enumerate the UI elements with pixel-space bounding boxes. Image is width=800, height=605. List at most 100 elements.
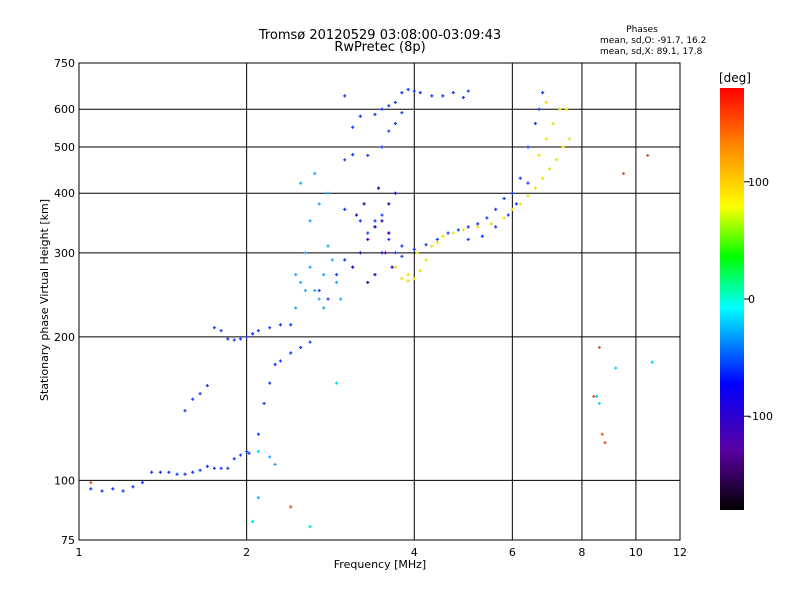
x-tick-labels: 1 2 4 6 8 10 12	[76, 546, 688, 559]
y-tick-label: 750	[54, 57, 75, 70]
data-point	[322, 306, 326, 310]
data-point	[544, 100, 548, 105]
data-point	[533, 186, 538, 190]
data-point	[167, 470, 171, 474]
data-point	[358, 251, 362, 255]
data-point	[603, 441, 607, 445]
data-point	[238, 453, 243, 457]
data-point	[597, 401, 602, 406]
data-point	[343, 158, 347, 162]
data-point	[594, 394, 599, 399]
data-point	[430, 94, 434, 98]
data-point	[273, 362, 277, 367]
data-point	[451, 91, 455, 95]
data-point	[406, 273, 410, 277]
data-point	[435, 237, 439, 242]
data-point	[567, 137, 572, 141]
data-point	[326, 191, 330, 195]
data-point	[373, 273, 377, 277]
data-point	[400, 244, 404, 248]
data-point	[541, 91, 545, 95]
data-point	[510, 191, 514, 195]
data-point	[247, 451, 251, 455]
data-point	[393, 265, 398, 269]
data-point	[494, 207, 498, 211]
data-point	[418, 91, 422, 95]
data-point	[89, 487, 93, 491]
data-point	[502, 216, 506, 220]
data-point	[334, 381, 339, 385]
data-point	[558, 107, 562, 111]
data-point	[339, 297, 343, 301]
data-point	[424, 243, 428, 247]
data-point	[526, 181, 530, 185]
data-point	[366, 153, 370, 158]
data-point	[390, 265, 394, 269]
x-tick-label: 8	[578, 546, 585, 559]
data-point	[205, 384, 209, 388]
data-point	[380, 219, 384, 223]
data-point	[289, 505, 293, 509]
x-tick-label: 4	[411, 546, 418, 559]
data-point	[268, 381, 272, 385]
data-point	[183, 472, 187, 476]
data-point	[430, 244, 434, 248]
data-point	[393, 191, 398, 195]
data-point	[476, 225, 480, 229]
y-tick-label: 500	[54, 141, 75, 154]
phases-mean-x: mean, sd,X: 89.1, 17.8	[600, 47, 703, 57]
data-point	[614, 366, 618, 370]
data-point	[554, 158, 559, 162]
x-tick-label: 1	[76, 546, 83, 559]
data-point	[212, 466, 216, 470]
data-point	[313, 288, 317, 293]
data-point	[489, 222, 493, 226]
data-point	[466, 237, 470, 242]
data-point	[278, 323, 283, 327]
data-point	[366, 237, 370, 242]
data-point	[561, 145, 565, 149]
x-tick-label: 10	[629, 546, 643, 559]
data-point	[299, 181, 303, 185]
data-point	[330, 258, 334, 262]
data-point	[308, 525, 312, 529]
data-point	[343, 207, 347, 211]
data-point	[506, 213, 510, 217]
data-point	[303, 288, 308, 293]
data-point	[334, 280, 339, 285]
data-point	[251, 519, 255, 524]
data-point	[544, 137, 548, 141]
data-point	[256, 496, 261, 500]
y-axis-label: Stationary phase Virtual Height [km]	[38, 199, 51, 401]
colorbar-tick-label: 0	[748, 293, 755, 306]
data-point	[343, 94, 347, 98]
data-point	[198, 392, 202, 396]
data-point	[326, 297, 330, 301]
data-point	[456, 228, 460, 232]
data-point	[494, 225, 498, 229]
data-point	[441, 234, 445, 238]
data-point	[354, 213, 359, 217]
data-point	[351, 265, 355, 269]
data-point	[597, 345, 602, 350]
data-point	[485, 216, 489, 220]
data-point	[351, 152, 355, 157]
x-tick-label: 12	[673, 546, 687, 559]
data-point	[111, 487, 115, 491]
data-point	[219, 329, 223, 333]
data-point	[592, 394, 596, 399]
data-point	[294, 306, 298, 310]
data-point	[621, 171, 626, 176]
data-point	[299, 345, 303, 350]
data-point	[343, 258, 347, 262]
data-points	[89, 87, 654, 529]
data-point	[334, 273, 339, 277]
data-point	[366, 231, 370, 235]
data-point	[564, 107, 568, 111]
data-point	[212, 326, 216, 330]
y-tick-label: 100	[54, 474, 75, 487]
chart-title: Tromsø 20120529 03:08:00-03:09:43	[258, 28, 501, 43]
data-point	[466, 225, 470, 229]
data-point	[256, 329, 261, 333]
data-point	[256, 432, 261, 436]
